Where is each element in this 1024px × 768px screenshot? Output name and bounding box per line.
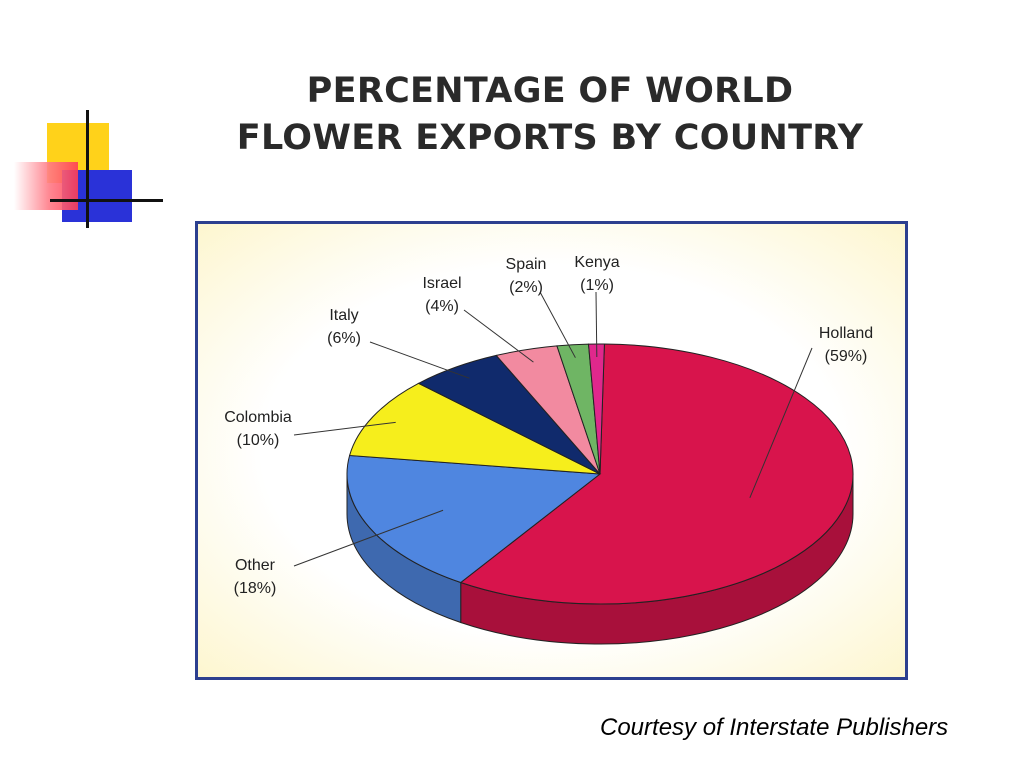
deco-horizontal-line (50, 199, 163, 202)
leader-line-kenya (595, 291, 598, 358)
label-israel-name: Israel (422, 275, 461, 292)
credit-text: Courtesy of Interstate Publishers (600, 714, 949, 741)
pie-slice-other (346, 454, 602, 584)
label-spain-percent: (2%) (509, 279, 543, 296)
label-other-name: Other (235, 557, 276, 574)
chart-title: PERCENTAGE OF WORLD FLOWER EXPORTS BY CO… (190, 68, 910, 162)
leader-line-holland (749, 347, 813, 499)
pie-slice-colombia (348, 382, 601, 475)
deco-red-square (14, 162, 78, 210)
slide-decoration (0, 0, 180, 240)
pie-chart: Holland (59%) Other (18%) Colombia (10%) Italy… (224, 254, 873, 645)
leader-line-italy (369, 341, 470, 379)
label-spain-name: Spain (506, 256, 547, 273)
chart-title-line-1: PERCENTAGE OF WORLD (306, 71, 794, 111)
label-colombia-name: Colombia (224, 409, 292, 426)
deco-vertical-line (86, 110, 89, 228)
pie-slice-holland (459, 343, 854, 605)
label-kenya-name: Kenya (574, 254, 619, 271)
label-holland-percent: (59%) (825, 348, 868, 365)
label-italy-name: Italy (329, 307, 358, 324)
chart-panel: Holland (59%) Other (18%) Colombia (10%) Italy… (195, 221, 908, 680)
label-israel-percent: (4%) (425, 298, 459, 315)
chart-title-line-2: FLOWER EXPORTS BY COUNTRY (236, 118, 864, 158)
pie-labels: Holland (59%) Other (18%) Colombia (10%) Italy… (224, 254, 873, 597)
leader-line-spain (539, 291, 576, 358)
leader-line-other (293, 509, 444, 567)
label-colombia-percent: (10%) (237, 432, 280, 449)
leader-line-israel (463, 309, 534, 363)
label-kenya-percent: (1%) (580, 277, 614, 294)
label-italy-percent: (6%) (327, 330, 361, 347)
label-other-percent: (18%) (234, 580, 277, 597)
pie-top-group (346, 343, 854, 605)
leader-line-colombia (293, 421, 396, 436)
label-holland-name: Holland (819, 325, 873, 342)
